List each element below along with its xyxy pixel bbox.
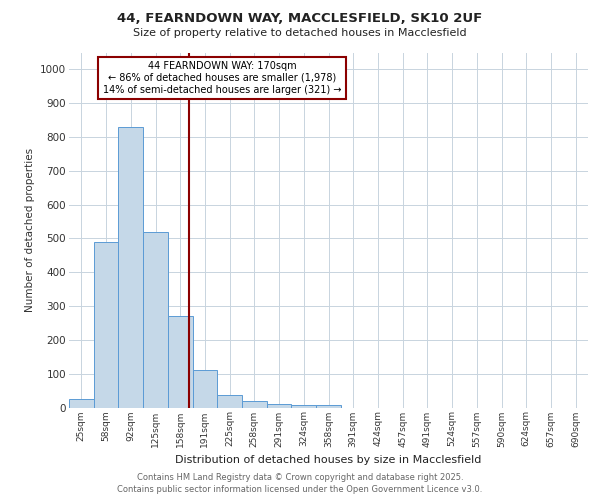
Bar: [217, 394, 242, 407]
Bar: [69, 399, 94, 407]
Bar: [292, 405, 316, 407]
Bar: [94, 242, 118, 408]
Y-axis label: Number of detached properties: Number of detached properties: [25, 148, 35, 312]
Text: 44, FEARNDOWN WAY, MACCLESFIELD, SK10 2UF: 44, FEARNDOWN WAY, MACCLESFIELD, SK10 2U…: [118, 12, 482, 26]
Bar: [118, 127, 143, 408]
Bar: [316, 405, 341, 407]
Text: Contains HM Land Registry data © Crown copyright and database right 2025.
Contai: Contains HM Land Registry data © Crown c…: [118, 472, 482, 494]
X-axis label: Distribution of detached houses by size in Macclesfield: Distribution of detached houses by size …: [175, 455, 482, 465]
Bar: [143, 232, 168, 408]
Bar: [168, 316, 193, 408]
Text: 44 FEARNDOWN WAY: 170sqm
← 86% of detached houses are smaller (1,978)
14% of sem: 44 FEARNDOWN WAY: 170sqm ← 86% of detach…: [103, 62, 341, 94]
Text: Size of property relative to detached houses in Macclesfield: Size of property relative to detached ho…: [133, 28, 467, 38]
Bar: [242, 400, 267, 407]
Bar: [193, 370, 217, 408]
Bar: [267, 404, 292, 407]
